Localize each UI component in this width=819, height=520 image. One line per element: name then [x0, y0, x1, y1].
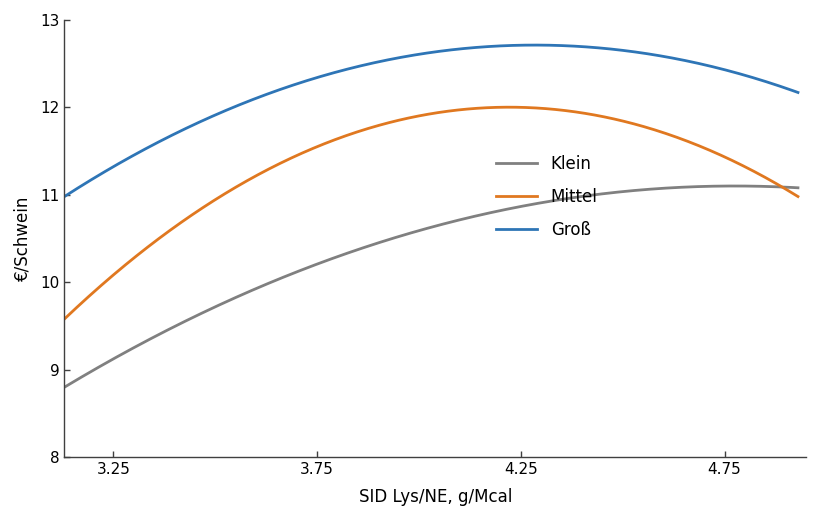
Mittel	[613, 117, 622, 123]
Groß	[248, 96, 258, 102]
X-axis label: SID Lys/NE, g/Mcal: SID Lys/NE, g/Mcal	[358, 488, 511, 506]
Mittel	[491, 104, 501, 110]
Mittel	[550, 107, 559, 113]
Groß	[491, 43, 501, 49]
Line: Groß: Groß	[65, 45, 797, 197]
Klein	[792, 185, 802, 191]
Mittel	[189, 210, 199, 216]
Klein	[189, 314, 199, 320]
Mittel	[391, 118, 400, 124]
Groß	[189, 121, 199, 127]
Mittel	[248, 174, 258, 180]
Klein	[491, 208, 501, 214]
Line: Klein: Klein	[65, 186, 797, 387]
Legend: Klein, Mittel, Groß: Klein, Mittel, Groß	[495, 155, 597, 239]
Groß	[550, 42, 559, 48]
Y-axis label: €/Schwein: €/Schwein	[14, 196, 32, 281]
Klein	[248, 287, 258, 293]
Klein	[611, 189, 621, 196]
Klein	[60, 384, 70, 391]
Groß	[391, 55, 400, 61]
Mittel	[60, 316, 70, 322]
Groß	[613, 47, 622, 53]
Groß	[60, 193, 70, 200]
Mittel	[504, 104, 514, 110]
Klein	[391, 234, 400, 240]
Klein	[549, 198, 559, 204]
Klein	[728, 183, 738, 189]
Line: Mittel: Mittel	[65, 107, 797, 319]
Groß	[792, 89, 802, 96]
Groß	[529, 42, 539, 48]
Mittel	[792, 193, 802, 200]
